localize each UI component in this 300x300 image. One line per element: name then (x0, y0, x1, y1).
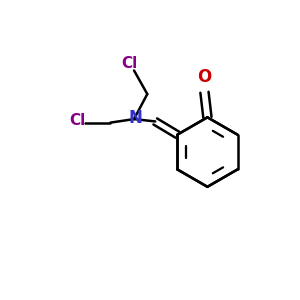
Text: N: N (129, 109, 142, 127)
Text: Cl: Cl (69, 113, 85, 128)
Text: O: O (197, 68, 212, 86)
Text: Cl: Cl (122, 56, 138, 70)
